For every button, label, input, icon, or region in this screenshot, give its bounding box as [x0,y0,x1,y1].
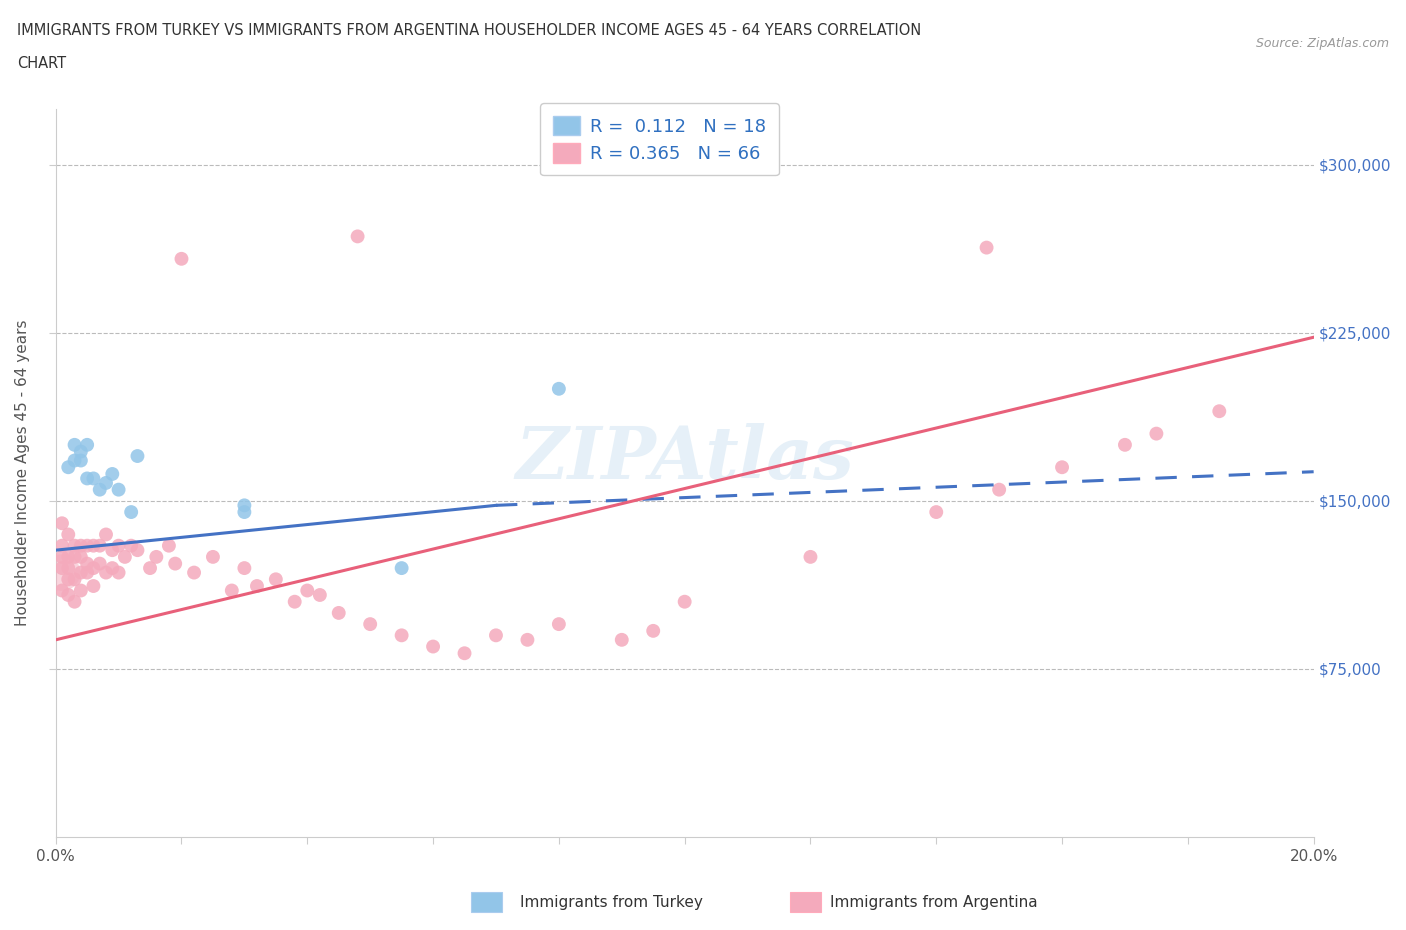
Point [70,550,93,565]
Point [391,628,413,643]
Point [127,448,149,463]
Point [82,471,104,485]
Point [120,538,142,553]
Point [70,583,93,598]
Point [359,617,381,631]
Point [58,550,80,565]
Point [170,251,193,266]
Point [89,483,111,498]
Point [1050,459,1073,474]
Point [308,588,330,603]
Point [51,565,73,580]
Point [120,505,142,520]
Point [51,516,73,531]
Point [63,453,86,468]
Point [94,527,117,542]
Text: CHART: CHART [17,56,66,71]
Point [643,623,665,638]
Text: Immigrants from Turkey: Immigrants from Turkey [520,895,703,910]
Point [94,475,117,490]
Point [516,632,538,647]
Point [246,578,269,593]
Point [1144,426,1167,441]
Point [925,505,948,520]
Point [82,578,104,593]
Point [63,572,86,587]
Point [264,572,287,587]
Point [82,538,104,553]
Point [233,561,256,576]
Point [63,538,86,553]
Point [107,483,129,498]
Point [51,538,73,553]
Legend: R =  0.112   N = 18, R = 0.365   N = 66: R = 0.112 N = 18, R = 0.365 N = 66 [540,103,779,176]
Point [76,437,98,452]
Point [221,583,243,598]
Point [51,550,73,565]
Point [58,459,80,474]
Point [547,617,569,631]
Text: Source: ZipAtlas.com: Source: ZipAtlas.com [1256,37,1389,50]
Text: ZIPAtlas: ZIPAtlas [515,423,853,494]
Point [547,381,569,396]
Y-axis label: Householder Income Ages 45 - 64 years: Householder Income Ages 45 - 64 years [15,320,30,626]
Point [127,543,149,558]
Point [70,445,93,459]
Point [58,527,80,542]
Point [94,565,117,580]
Point [165,556,187,571]
Point [107,538,129,553]
Point [58,588,80,603]
Text: IMMIGRANTS FROM TURKEY VS IMMIGRANTS FROM ARGENTINA HOUSEHOLDER INCOME AGES 45 -: IMMIGRANTS FROM TURKEY VS IMMIGRANTS FRO… [17,23,921,38]
Point [799,550,821,565]
Point [346,229,368,244]
Point [139,561,162,576]
Point [453,645,475,660]
Point [76,538,98,553]
Point [58,561,80,576]
Point [101,467,124,482]
Point [114,550,136,565]
Point [422,639,444,654]
Point [82,561,104,576]
Point [328,605,350,620]
Point [976,240,998,255]
Point [485,628,508,643]
Point [145,550,167,565]
Point [1114,437,1136,452]
Point [89,538,111,553]
Point [1208,404,1230,418]
Point [76,556,98,571]
Point [157,538,180,553]
Point [89,556,111,571]
Point [76,565,98,580]
Point [610,632,633,647]
Point [183,565,205,580]
Point [63,594,86,609]
Point [233,498,256,512]
Point [51,561,73,576]
Point [70,538,93,553]
Point [63,550,86,565]
Point [101,561,124,576]
Point [391,561,413,576]
Point [101,543,124,558]
Point [201,550,224,565]
Text: Immigrants from Argentina: Immigrants from Argentina [830,895,1038,910]
Point [58,572,80,587]
Point [988,483,1011,498]
Point [233,505,256,520]
Point [107,565,129,580]
Point [70,565,93,580]
Point [63,437,86,452]
Point [70,453,93,468]
Point [673,594,696,609]
Point [297,583,319,598]
Point [284,594,307,609]
Point [76,471,98,485]
Point [51,583,73,598]
